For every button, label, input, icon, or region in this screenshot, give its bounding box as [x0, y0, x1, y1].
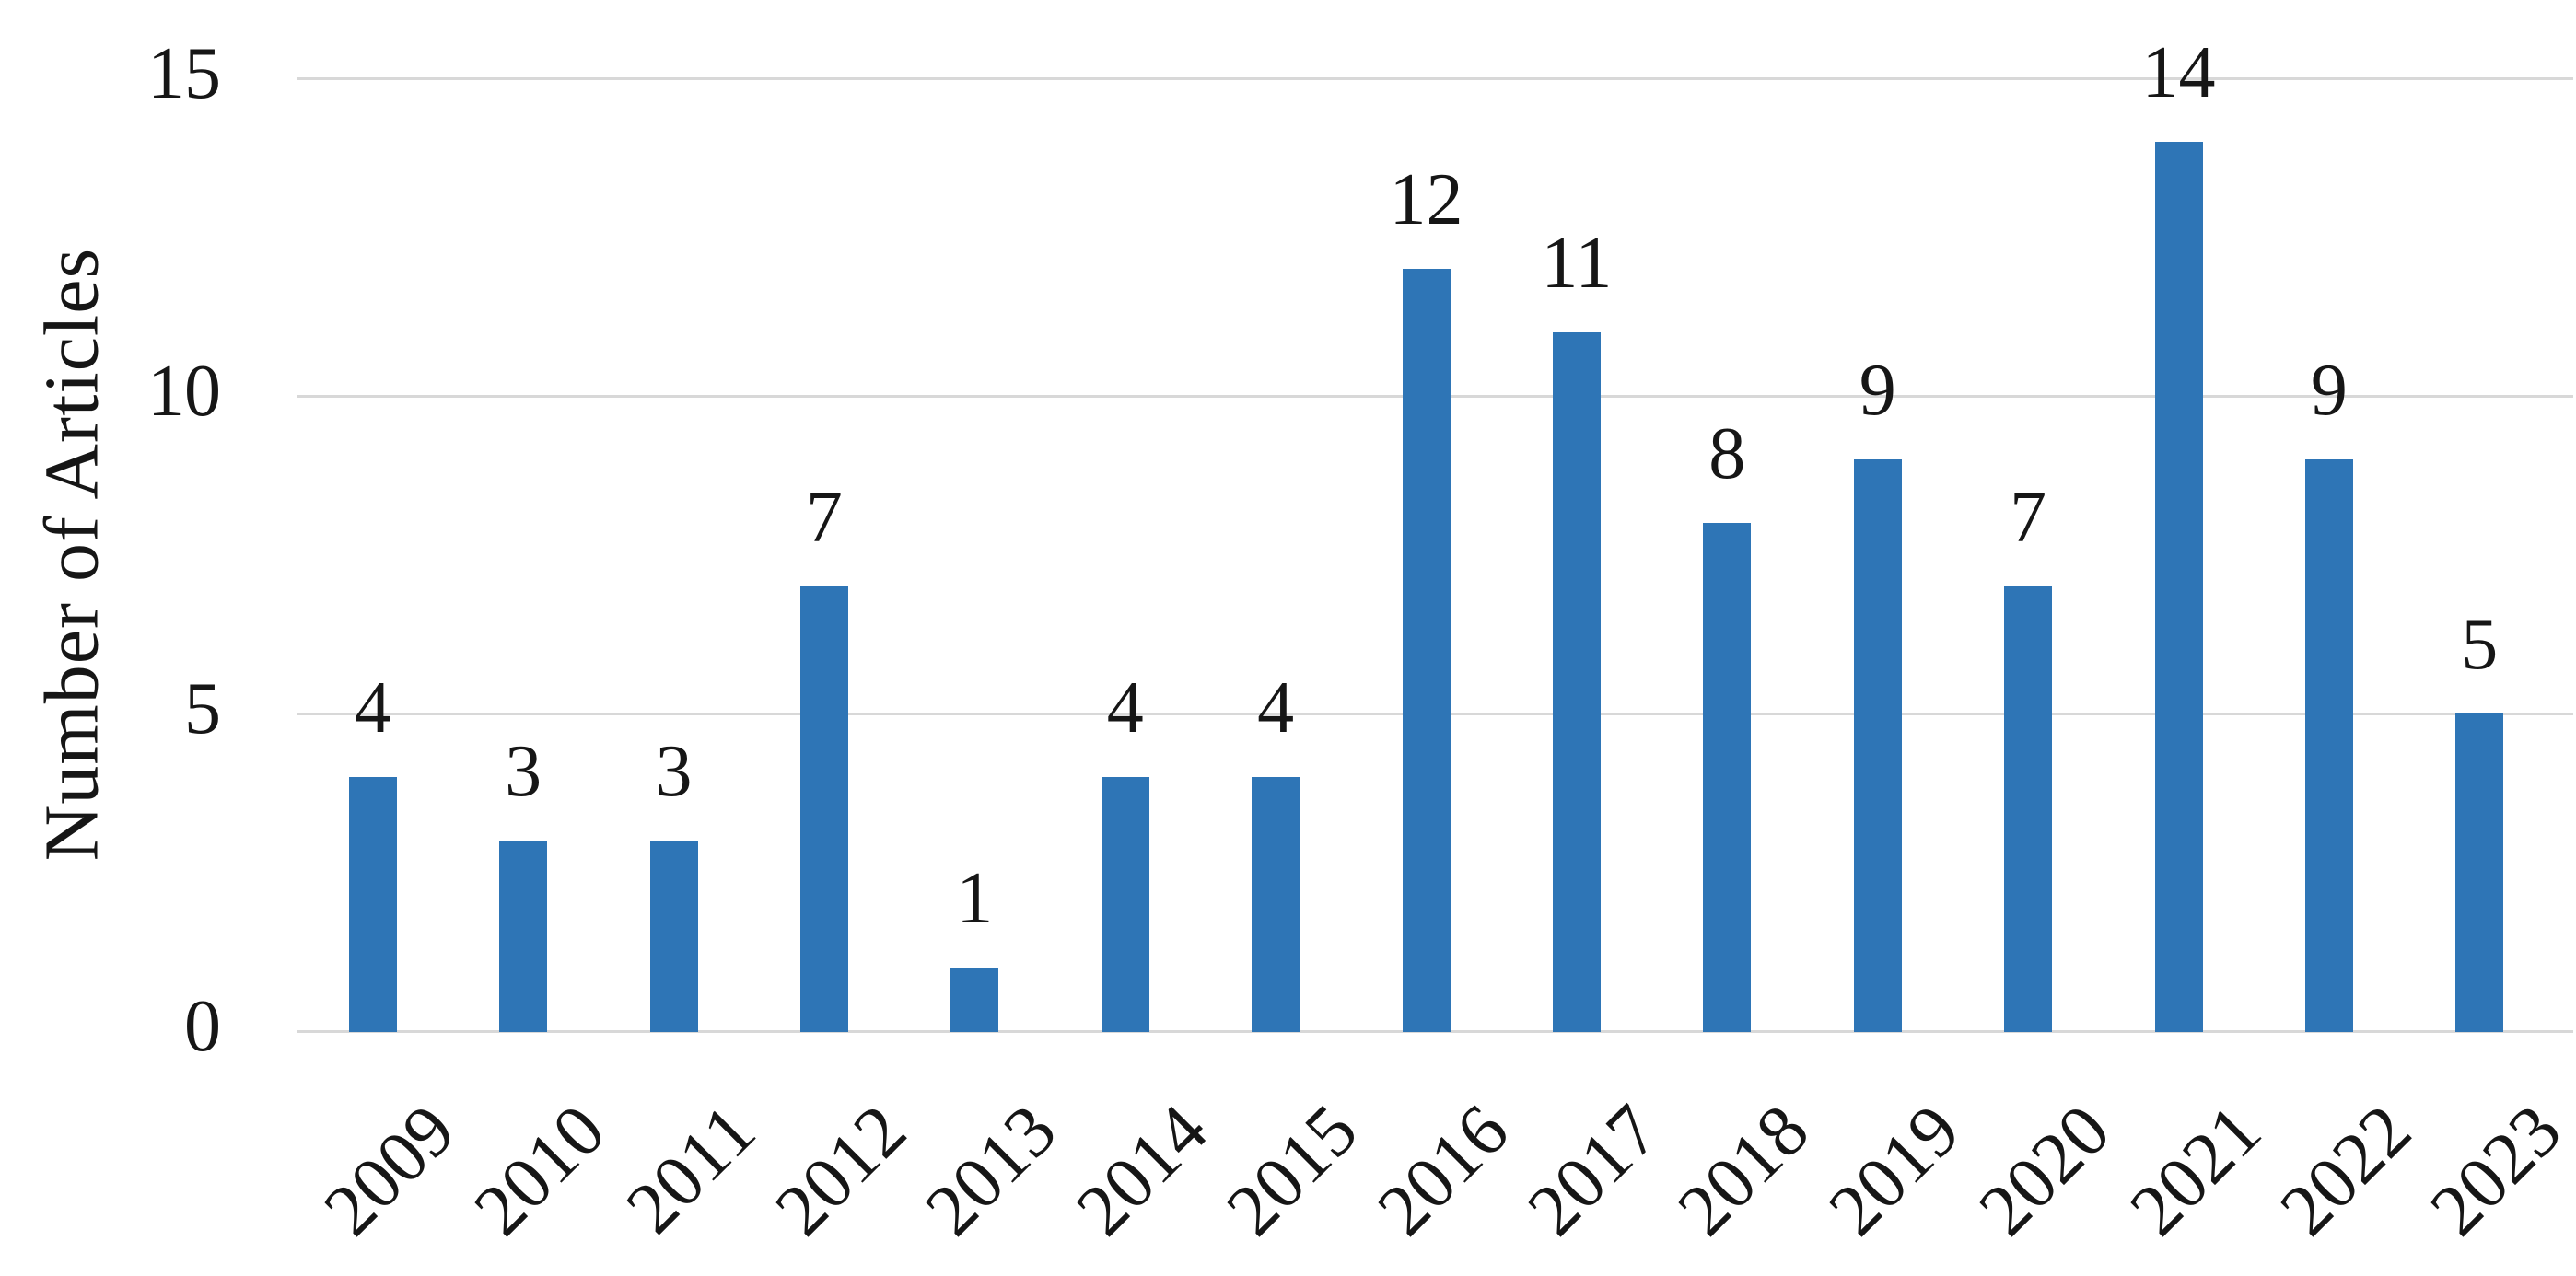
- bar-value-label: 7: [805, 477, 843, 558]
- bar-2011: [649, 841, 698, 1032]
- x-tick-label: 2019: [1813, 1089, 1976, 1251]
- x-tick-label: 2018: [1662, 1089, 1825, 1251]
- bar-value-label: 1: [956, 858, 994, 939]
- bar-2013: [950, 968, 999, 1032]
- x-tick-label: 2011: [612, 1089, 772, 1249]
- bar-value-label: 4: [1106, 667, 1144, 748]
- bar-value-label: 9: [2310, 350, 2348, 431]
- bar-2022: [2304, 459, 2353, 1032]
- y-tick-label: 15: [147, 33, 221, 114]
- bar-2020: [2004, 586, 2053, 1032]
- y-tick-label: 5: [184, 668, 221, 749]
- x-tick-label: 2012: [760, 1089, 922, 1251]
- bar-2023: [2455, 713, 2504, 1032]
- bar-2018: [1703, 523, 1752, 1032]
- x-tick-label: 2023: [2415, 1089, 2576, 1251]
- bar-value-label: 4: [1257, 667, 1295, 748]
- bar-value-label: 12: [1389, 159, 1463, 240]
- bar-value-label: 3: [655, 731, 693, 812]
- bar-2012: [799, 586, 848, 1032]
- bar-2010: [499, 841, 548, 1032]
- x-tick-label: 2015: [1211, 1089, 1373, 1251]
- x-tick-label: 2020: [1964, 1089, 2126, 1251]
- bar-2015: [1252, 777, 1300, 1032]
- x-tick-label: 2021: [2114, 1089, 2277, 1251]
- bar-value-label: 7: [2010, 477, 2047, 558]
- bar-2017: [1552, 332, 1601, 1032]
- bar-2019: [1853, 459, 1902, 1032]
- y-tick-label: 0: [184, 986, 221, 1067]
- x-tick-label: 2017: [1512, 1089, 1674, 1251]
- bar-value-label: 14: [2141, 32, 2216, 113]
- gridline-y15: [297, 77, 2573, 80]
- y-tick-label: 10: [147, 351, 221, 432]
- x-tick-label: 2016: [1361, 1089, 1524, 1251]
- bar-value-label: 3: [505, 731, 542, 812]
- bar-value-label: 8: [1708, 413, 1746, 494]
- bar-2014: [1101, 777, 1149, 1032]
- bar-value-label: 11: [1541, 223, 1613, 304]
- y-axis-title: Number of Articles: [29, 247, 115, 862]
- bar-value-label: 5: [2461, 604, 2499, 685]
- x-tick-label: 2009: [309, 1089, 471, 1251]
- bar-2009: [348, 777, 397, 1032]
- bar-2016: [1402, 269, 1451, 1032]
- bar-2021: [2154, 142, 2203, 1032]
- bar-value-label: 4: [354, 667, 391, 748]
- x-tick-label: 2010: [459, 1089, 621, 1251]
- x-tick-label: 2013: [910, 1089, 1073, 1251]
- x-tick-label: 2022: [2265, 1089, 2427, 1251]
- bar-value-label: 9: [1859, 350, 1896, 431]
- x-tick-label: 2014: [1061, 1089, 1223, 1251]
